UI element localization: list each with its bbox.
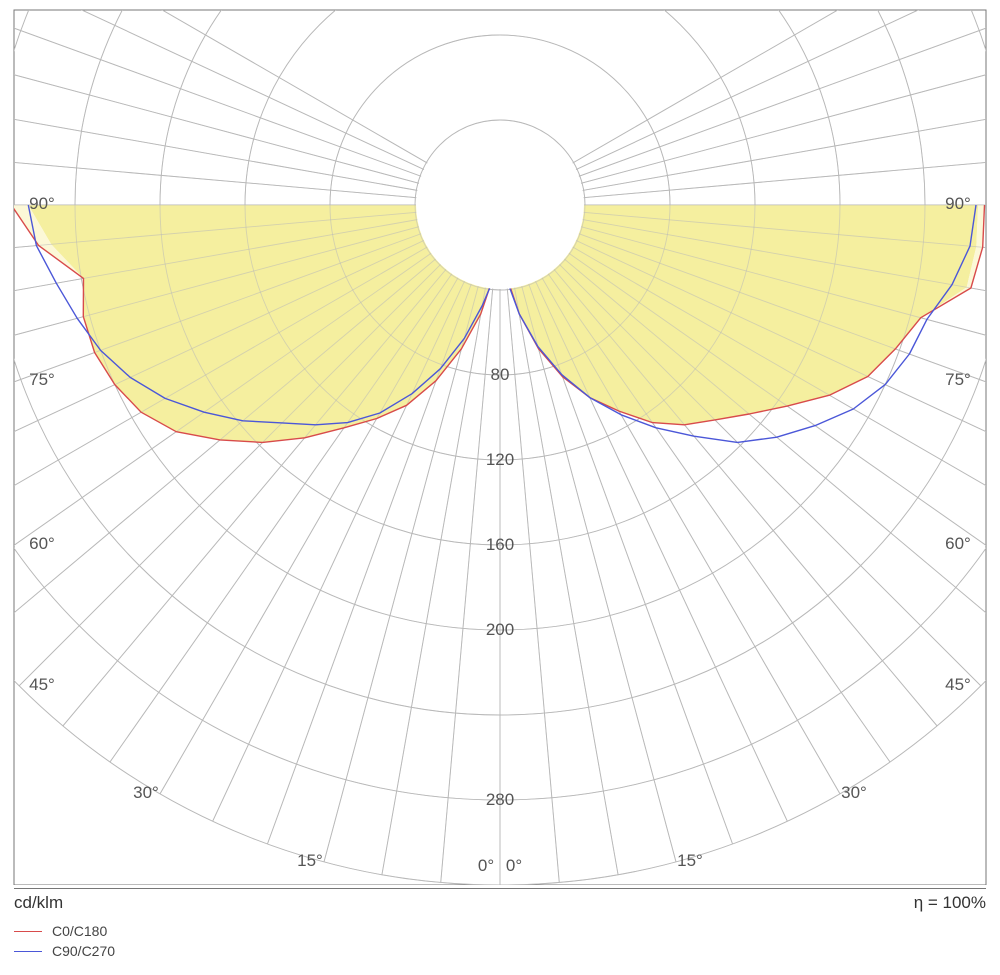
legend-item: C90/C270 [14, 943, 986, 959]
svg-text:15°: 15° [677, 851, 703, 870]
svg-text:0°: 0° [478, 856, 494, 875]
svg-text:30°: 30° [133, 783, 159, 802]
chart-footer: cd/klm η = 100% C0/C180 C90/C270 [14, 888, 986, 963]
svg-text:75°: 75° [29, 370, 55, 389]
svg-text:0°: 0° [506, 856, 522, 875]
svg-text:75°: 75° [945, 370, 971, 389]
svg-text:120: 120 [486, 450, 514, 469]
svg-text:45°: 45° [945, 675, 971, 694]
svg-text:200: 200 [486, 620, 514, 639]
svg-text:280: 280 [486, 790, 514, 809]
svg-text:90°: 90° [29, 194, 55, 213]
svg-text:80: 80 [491, 365, 510, 384]
svg-text:60°: 60° [945, 534, 971, 553]
legend-label: C0/C180 [52, 923, 107, 939]
svg-text:90°: 90° [945, 194, 971, 213]
legend-swatch [14, 931, 42, 932]
legend: C0/C180 C90/C270 [14, 923, 986, 959]
svg-text:30°: 30° [841, 783, 867, 802]
legend-item: C0/C180 [14, 923, 986, 939]
unit-label: cd/klm [14, 893, 63, 913]
svg-text:15°: 15° [297, 851, 323, 870]
polar-chart-svg: 80 120 160 200 280 0° 0° 15° 15° 30° 30° 45° 45° 60° 6… [0, 0, 1000, 885]
svg-text:160: 160 [486, 535, 514, 554]
polar-chart-container: 80 120 160 200 280 0° 0° 15° 15° 30° 30° 45° 45° 60° 6… [0, 0, 1000, 975]
legend-swatch [14, 951, 42, 952]
svg-text:60°: 60° [29, 534, 55, 553]
legend-label: C90/C270 [52, 943, 115, 959]
svg-text:45°: 45° [29, 675, 55, 694]
efficiency-label: η = 100% [914, 893, 986, 913]
